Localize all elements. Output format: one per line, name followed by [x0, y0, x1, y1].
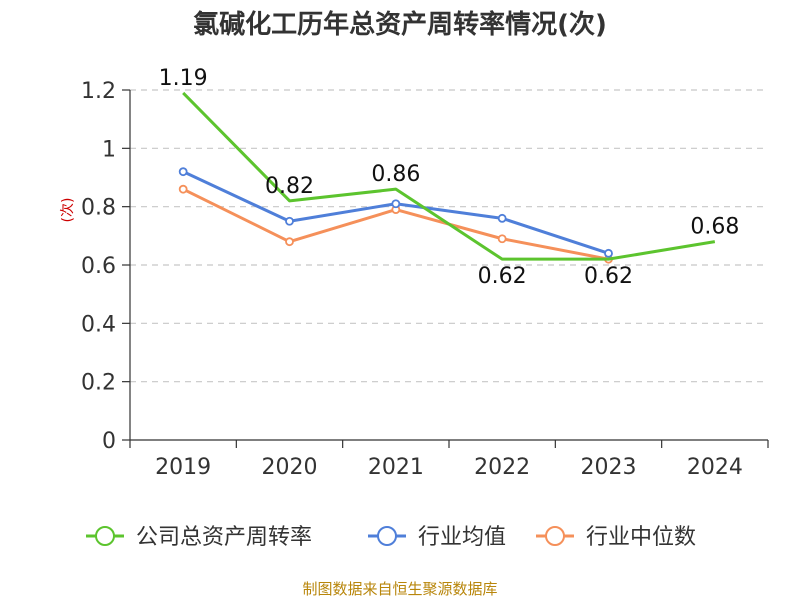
- data-point: [497, 234, 507, 244]
- data-label: 0.62: [584, 264, 633, 289]
- legend: 公司总资产周转率 行业均值 行业中位数: [86, 525, 696, 550]
- axes: 0 0.2 0.4 0.6 0.8 1 1.2 2019 2020 2021 2022 2023 202…: [81, 79, 769, 480]
- data-label: 1.19: [159, 66, 208, 91]
- y-axis-label: (次): [60, 198, 76, 223]
- y-tick-label: 0.8: [81, 196, 116, 221]
- data-point: [604, 248, 613, 258]
- data-point: [285, 216, 294, 226]
- data-point: [391, 199, 401, 209]
- y-tick-label: 1.2: [81, 79, 116, 104]
- chart-title: 氯碱化工历年总资产周转率情况(次): [193, 9, 607, 40]
- legend-marker: [95, 526, 115, 546]
- data-label: 0.82: [265, 174, 314, 199]
- legend-item: 行业中位数: [536, 525, 696, 550]
- legend-item: 公司总资产周转率: [86, 525, 312, 550]
- x-tick-label: 2019: [155, 455, 211, 480]
- data-point: [497, 213, 507, 223]
- y-tick-label: 1: [102, 137, 116, 162]
- x-tick-label: 2024: [687, 455, 743, 480]
- legend-marker: [377, 526, 397, 546]
- legend-marker: [545, 526, 565, 546]
- data-point: [285, 237, 294, 247]
- x-tick-label: 2020: [262, 455, 318, 480]
- data-labels: 1.19 0.82 0.86 0.62 0.62 0.68: [159, 66, 740, 289]
- y-tick-label: 0.4: [81, 312, 116, 337]
- y-tick-label: 0: [102, 429, 116, 454]
- source-note: 制图数据来自恒生聚源数据库: [302, 580, 497, 598]
- series-layer: [178, 91, 716, 264]
- data-point: [178, 184, 188, 194]
- gridlines: [130, 89, 768, 383]
- legend-label: 公司总资产周转率: [136, 525, 312, 550]
- x-tick-label: 2022: [474, 455, 530, 480]
- x-tick-label: 2023: [581, 455, 637, 480]
- data-point: [178, 167, 188, 177]
- x-tick-label: 2021: [368, 455, 424, 480]
- data-label: 0.62: [478, 264, 527, 289]
- series-line: [182, 91, 716, 261]
- data-label: 0.68: [690, 215, 739, 240]
- data-label: 0.86: [371, 162, 420, 187]
- legend-label: 行业中位数: [586, 525, 696, 550]
- y-tick-label: 0.6: [81, 254, 116, 279]
- y-tick-label: 0.2: [81, 371, 116, 396]
- legend-item: 行业均值: [368, 525, 506, 550]
- series-0: [182, 91, 716, 261]
- legend-label: 行业均值: [418, 525, 506, 550]
- series-1: [178, 167, 613, 258]
- series-2: [178, 184, 613, 264]
